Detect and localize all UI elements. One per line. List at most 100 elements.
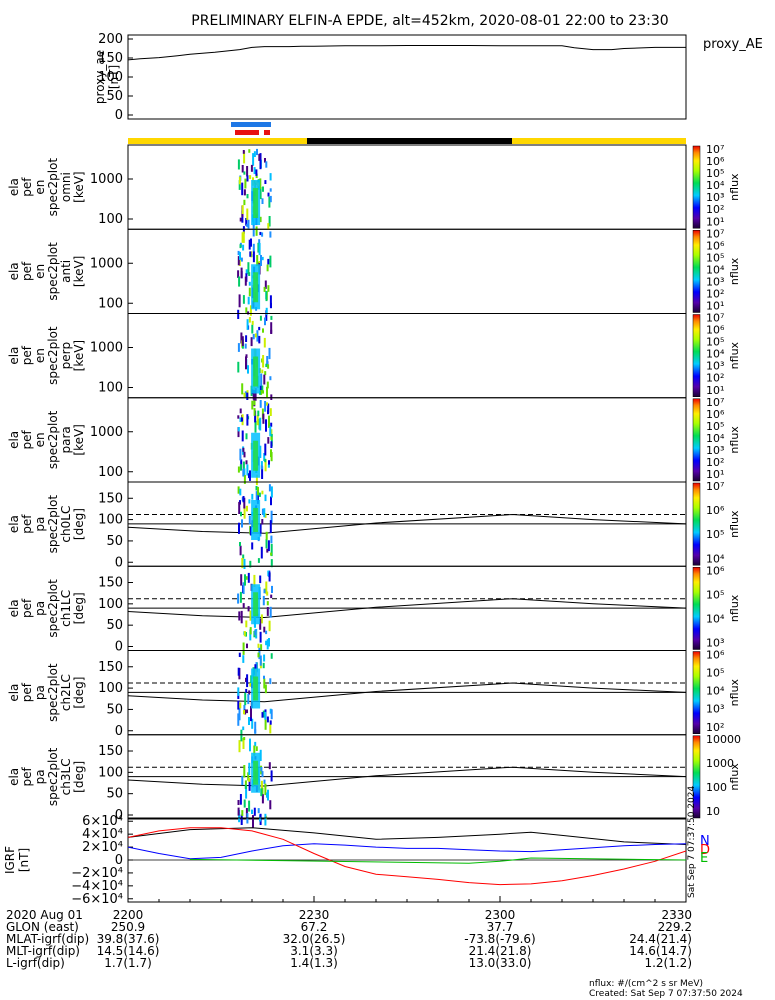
spec-speck: [269, 720, 272, 725]
proxy-ae-yticks: 200 150 100 50 0: [98, 32, 133, 123]
spec-speck: [240, 257, 243, 262]
colorbar-label: 10²: [706, 456, 724, 469]
spec-speck: [237, 687, 240, 696]
spec-speck: [248, 149, 251, 153]
spec-ylabel-line: pef: [20, 261, 34, 281]
spec-speck: [269, 376, 272, 381]
spec-speck: [259, 524, 262, 534]
spec-speck: [253, 167, 256, 175]
colorbar-label: 10³: [706, 275, 724, 288]
spec-speck: [249, 526, 252, 536]
spec-speck: [258, 153, 261, 161]
spec-speck: [244, 784, 247, 789]
spec-core-inner: [253, 508, 259, 532]
spec-speck: [239, 591, 242, 603]
proxy-ae-ylabel-1: proxy_ae: [93, 50, 107, 104]
footer-row-value: 1.2(1.2): [644, 956, 692, 970]
spec-speck: [269, 520, 272, 533]
spec-speck: [264, 494, 267, 502]
spec-speck: [260, 767, 263, 772]
colorbar-unit: nflux: [728, 257, 741, 285]
spec-speck: [238, 501, 241, 514]
spec-speck: [242, 469, 245, 477]
footer-table: 2020 Aug 01 2200 2230 2300 2330 GLON (east) 25…: [6, 896, 692, 970]
footer-row-value: 67.2: [301, 920, 328, 934]
figure-title: PRELIMINARY ELFIN-A EPDE, alt=452km, 202…: [191, 13, 668, 29]
spec-speck: [259, 631, 262, 643]
spec-speck: [252, 224, 255, 237]
spec-ylabel-line: spec2plot: [46, 242, 60, 301]
spec-speck: [248, 762, 251, 775]
spec-speck: [238, 611, 241, 621]
spec-speck: [239, 488, 242, 496]
spec-ylabel-line: ela: [7, 768, 21, 786]
igrf-series-E: [127, 843, 687, 860]
spec-speck: [249, 305, 252, 316]
spec-ylabel-line: [keV]: [72, 256, 86, 287]
spec-speck: [261, 198, 264, 204]
spec-speck: [247, 219, 250, 229]
colorbar-label: 10¹: [706, 300, 724, 313]
spec-speck: [241, 558, 244, 569]
spec-ylabel-line: spec2plot: [46, 410, 60, 469]
colorbar-unit: nflux: [728, 678, 741, 706]
spec-speck: [266, 591, 269, 596]
colorbar-unit: nflux: [728, 426, 741, 454]
spec-speck: [247, 365, 249, 374]
spec-speck: [262, 390, 264, 394]
colorbar: [692, 145, 701, 229]
spec-speck: [246, 223, 249, 227]
colorbar-label: 10⁵: [706, 528, 724, 541]
spec-speck: [267, 223, 270, 230]
footer-row-value: 39.8(37.6): [97, 932, 160, 946]
spec-tick-label: 100: [98, 681, 123, 696]
spec-speck: [250, 706, 252, 718]
spec-speck: [269, 195, 272, 203]
spec-speck: [246, 464, 249, 476]
spec-speck: [244, 709, 247, 715]
footer-row-label: L-igrf(dip): [6, 956, 65, 970]
footer-row-value: 250.9: [111, 920, 145, 934]
spec-ylabel-line: spec2plot: [46, 747, 60, 806]
spec-tick-label: 1000: [90, 341, 123, 356]
spec-speck: [242, 603, 245, 609]
footer-row-label: MLAT-igrf(dip): [6, 932, 89, 946]
footer-row-label: GLON (east): [6, 920, 79, 934]
spec-speck: [254, 741, 257, 747]
spec-speck: [257, 808, 260, 814]
spec-speck: [247, 693, 250, 705]
spec-speck: [241, 232, 244, 243]
spec-speck: [269, 173, 272, 181]
spec-speck: [263, 589, 266, 594]
spec-speck: [256, 415, 259, 426]
spec-ylabel-line: ela: [7, 262, 21, 280]
spec-speck: [248, 515, 251, 525]
colorbar-label: 100: [706, 781, 727, 794]
spec-speck: [237, 415, 240, 419]
spec-speck: [256, 494, 259, 502]
spec-speck: [239, 542, 241, 547]
spec-speck: [243, 497, 246, 509]
colorbar-label: 10⁶: [706, 155, 725, 168]
colorbar-label: 10³: [706, 637, 724, 650]
spec-tick-label: 100: [98, 513, 123, 528]
spec-speck: [247, 606, 250, 612]
spec-ylabel-line: spec2plot: [46, 663, 60, 722]
spec-speck: [237, 466, 240, 473]
spec-speck: [268, 460, 270, 465]
spec-speck: [255, 226, 258, 236]
spec-speck: [264, 371, 267, 376]
spec-ylabel-line: omni: [59, 172, 73, 202]
spec-speck: [243, 468, 246, 477]
status-bar-red-1: [235, 130, 259, 135]
spec-ylabel-line: [deg]: [72, 508, 86, 540]
pitch-angle-curve: [127, 513, 687, 534]
spec-speck: [264, 458, 267, 463]
spec-speck: [248, 473, 250, 479]
spec-speck: [254, 333, 257, 338]
spec-speck: [270, 486, 273, 498]
spec-speck: [265, 640, 268, 646]
spec-speck: [270, 510, 273, 523]
